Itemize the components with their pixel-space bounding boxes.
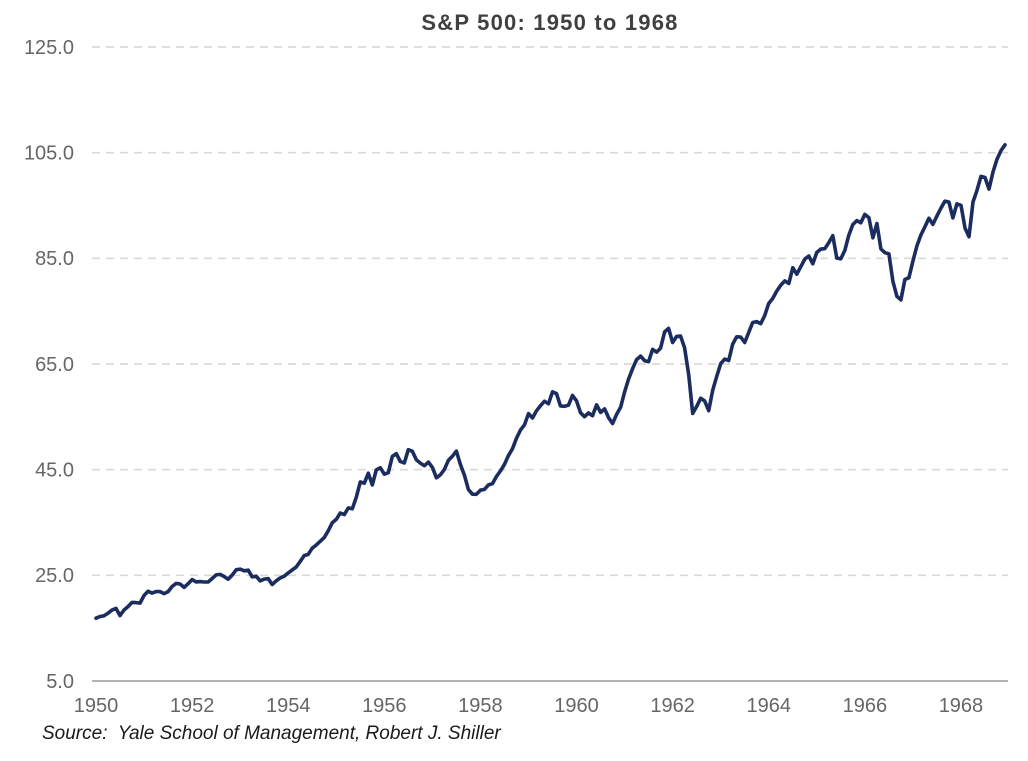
x-axis-tick-label: 1968 xyxy=(939,695,984,717)
y-axis-tick-label: 25.0 xyxy=(35,565,74,587)
x-axis-tick-label: 1958 xyxy=(458,695,503,717)
x-axis-tick-label: 1952 xyxy=(170,695,215,717)
chart-title: S&P 500: 1950 to 1968 xyxy=(421,10,679,35)
y-axis-tick-label: 65.0 xyxy=(35,354,74,376)
y-axis-tick-label: 45.0 xyxy=(35,459,74,481)
y-axis-tick-label: 5.0 xyxy=(46,671,74,693)
x-axis-tick-label: 1960 xyxy=(554,695,599,717)
x-axis-tick-label: 1954 xyxy=(266,695,311,717)
y-axis-tick-label: 125.0 xyxy=(24,37,74,59)
y-axis-tick-label: 105.0 xyxy=(24,142,74,164)
x-axis-tick-label: 1950 xyxy=(74,695,119,717)
x-axis-tick-label: 1964 xyxy=(746,695,791,717)
x-axis-tick-label: 1966 xyxy=(843,695,888,717)
x-axis-tick-label: 1956 xyxy=(362,695,407,717)
source-note: Source: Yale School of Management, Rober… xyxy=(42,723,501,744)
x-axis-tick-label: 1962 xyxy=(650,695,695,717)
y-axis-tick-label: 85.0 xyxy=(35,248,74,270)
sp500-line xyxy=(94,143,1007,621)
